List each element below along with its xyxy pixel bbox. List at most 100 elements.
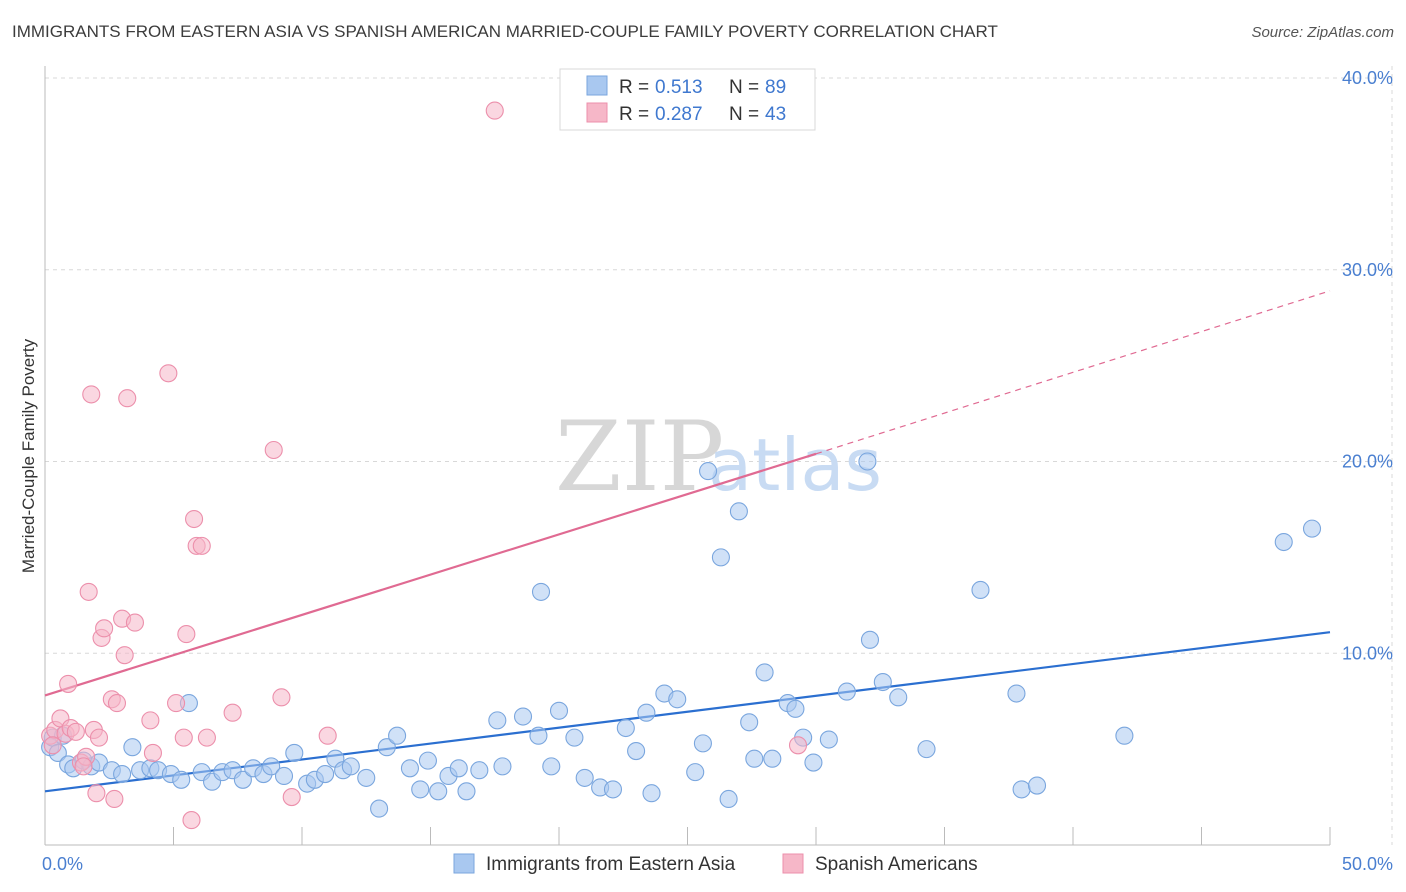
legend-r-value-pink: 0.287 <box>655 104 703 125</box>
data-point-blue <box>740 713 759 732</box>
data-point-pink <box>74 757 93 776</box>
data-point-pink <box>159 364 178 383</box>
data-point-blue <box>123 738 142 757</box>
data-point-pink <box>107 694 127 713</box>
bottom-legend: Immigrants from Eastern Asia Spanish Ame… <box>453 853 978 875</box>
data-point-blue <box>400 759 419 778</box>
data-point-blue <box>693 734 712 753</box>
data-point-blue <box>627 741 646 761</box>
data-point-pink <box>185 509 204 529</box>
bottom-legend-label-pink: Spanish Americans <box>815 854 978 875</box>
data-point-blue <box>1012 780 1031 799</box>
chart-title: IMMIGRANTS FROM EASTERN ASIA VS SPANISH … <box>12 22 998 41</box>
data-point-blue <box>262 757 281 776</box>
data-point-blue <box>341 757 360 776</box>
data-point-blue <box>542 757 561 776</box>
data-point-blue <box>616 718 635 738</box>
data-point-blue <box>819 730 838 749</box>
data-point-pink <box>118 389 137 408</box>
data-point-blue <box>575 768 594 787</box>
legend-n-value-blue: 89 <box>765 77 786 98</box>
data-point-blue <box>745 749 764 768</box>
data-point-blue <box>549 701 569 720</box>
data-point-pink <box>59 674 78 693</box>
data-point-pink <box>485 101 504 120</box>
data-point-pink <box>264 440 283 460</box>
axes <box>44 66 1331 846</box>
legend-swatch-blue <box>586 75 608 96</box>
data-point-blue <box>470 761 489 780</box>
data-point-blue <box>1115 726 1134 745</box>
watermark-atlas: atlas <box>708 423 882 507</box>
data-point-pink <box>95 619 114 638</box>
legend-swatch-pink <box>586 102 608 123</box>
data-point-blue <box>763 749 782 768</box>
data-point-blue <box>686 763 705 782</box>
data-point-blue <box>531 582 551 601</box>
data-point-blue <box>357 768 376 787</box>
y-tick-label: 20.0% <box>1342 452 1393 472</box>
data-point-pink <box>115 646 134 665</box>
data-point-blue <box>388 726 407 745</box>
data-point-blue <box>370 799 389 818</box>
data-point-blue <box>971 580 990 600</box>
bottom-legend-swatch-blue <box>453 853 475 874</box>
legend-r-label: R = <box>619 104 649 125</box>
x-tick-label: 50.0% <box>1342 854 1393 874</box>
ticks: 10.0% 20.0% 30.0% 40.0% 0.0% 50.0% <box>42 68 1393 874</box>
data-point-pink <box>79 582 98 601</box>
data-point-pink <box>192 536 211 555</box>
data-point-blue <box>488 711 507 730</box>
data-point-blue <box>513 707 533 726</box>
data-point-pink <box>141 711 160 730</box>
data-point-pink <box>43 736 62 755</box>
data-points <box>41 101 1322 830</box>
data-point-blue <box>719 789 738 809</box>
data-point-blue <box>603 780 623 799</box>
y-tick-label: 40.0% <box>1342 68 1393 88</box>
watermark: ZIP atlas <box>555 401 882 513</box>
data-point-blue <box>113 765 132 784</box>
data-point-blue <box>917 740 936 759</box>
data-point-pink <box>272 688 291 707</box>
data-point-blue <box>411 780 430 799</box>
legend-n-label: N = <box>729 104 759 125</box>
data-point-blue <box>449 759 468 778</box>
legend-n-label: N = <box>729 77 759 98</box>
data-point-blue <box>377 738 396 757</box>
trendline-pink-extension <box>815 290 1331 455</box>
legend-r-label: R = <box>619 77 649 98</box>
data-point-pink <box>788 736 808 755</box>
data-point-pink <box>167 694 186 713</box>
data-point-pink <box>82 385 101 404</box>
data-point-blue <box>729 502 748 521</box>
data-point-blue <box>637 703 656 722</box>
data-point-blue <box>285 743 304 763</box>
bottom-legend-swatch-pink <box>782 853 804 874</box>
data-point-blue <box>1027 776 1047 795</box>
data-point-blue <box>873 672 892 692</box>
trendline-pink <box>44 452 817 697</box>
data-point-blue <box>786 699 805 718</box>
data-point-blue <box>418 751 437 770</box>
data-point-pink <box>125 613 144 632</box>
data-point-blue <box>172 770 191 789</box>
data-point-blue <box>755 663 774 682</box>
data-point-blue <box>429 782 448 801</box>
data-point-blue <box>668 690 687 709</box>
data-point-blue <box>233 770 252 789</box>
data-point-pink <box>318 726 337 745</box>
data-point-pink <box>174 728 193 747</box>
data-point-blue <box>316 765 335 784</box>
data-point-blue <box>837 682 856 701</box>
data-point-blue <box>711 548 730 567</box>
data-point-pink <box>177 625 196 644</box>
data-point-blue <box>1274 532 1293 552</box>
data-point-pink <box>105 789 124 809</box>
y-tick-label: 30.0% <box>1342 260 1393 280</box>
chart-source: Source: ZipAtlas.com <box>1251 24 1394 41</box>
data-point-pink <box>182 811 201 830</box>
legend-n-value-pink: 43 <box>765 104 786 125</box>
data-point-blue <box>457 782 476 801</box>
